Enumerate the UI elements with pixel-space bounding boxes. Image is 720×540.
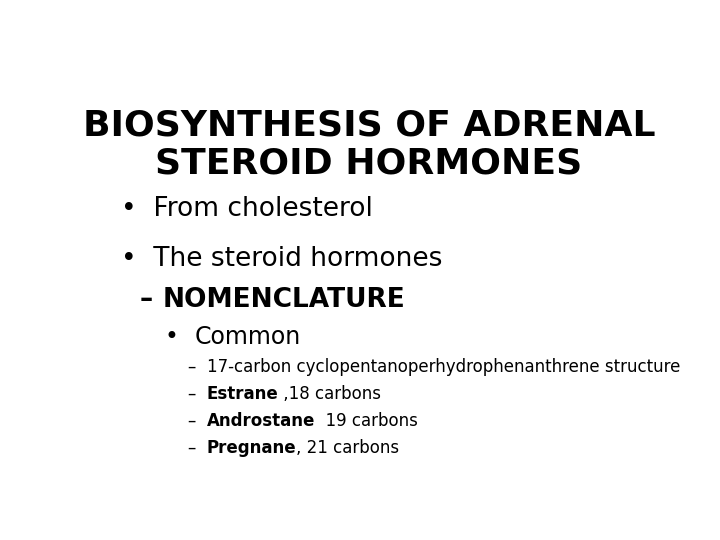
Text: NOMENCLATURE: NOMENCLATURE (163, 287, 405, 313)
Text: –: – (188, 412, 207, 430)
Text: Pregnane: Pregnane (207, 439, 296, 457)
Text: 19 carbons: 19 carbons (315, 412, 418, 430)
Text: , 21 carbons: , 21 carbons (296, 439, 400, 457)
Text: –: – (140, 287, 163, 313)
Text: 17-carbon cyclopentanoperhydrophenanthrene structure: 17-carbon cyclopentanoperhydrophenanthre… (207, 358, 680, 376)
Text: ,18 carbons: ,18 carbons (278, 385, 382, 403)
Text: •  From cholesterol: • From cholesterol (121, 196, 372, 222)
Text: Estrane: Estrane (207, 385, 278, 403)
Text: Androstane: Androstane (207, 412, 315, 430)
Text: –: – (188, 439, 207, 457)
Text: Common: Common (194, 325, 300, 349)
Text: –: – (188, 358, 207, 376)
Text: •  The steroid hormones: • The steroid hormones (121, 246, 442, 272)
Text: BIOSYNTHESIS OF ADRENAL
STEROID HORMONES: BIOSYNTHESIS OF ADRENAL STEROID HORMONES (83, 109, 655, 180)
Text: •: • (166, 325, 194, 349)
Text: –: – (188, 385, 207, 403)
